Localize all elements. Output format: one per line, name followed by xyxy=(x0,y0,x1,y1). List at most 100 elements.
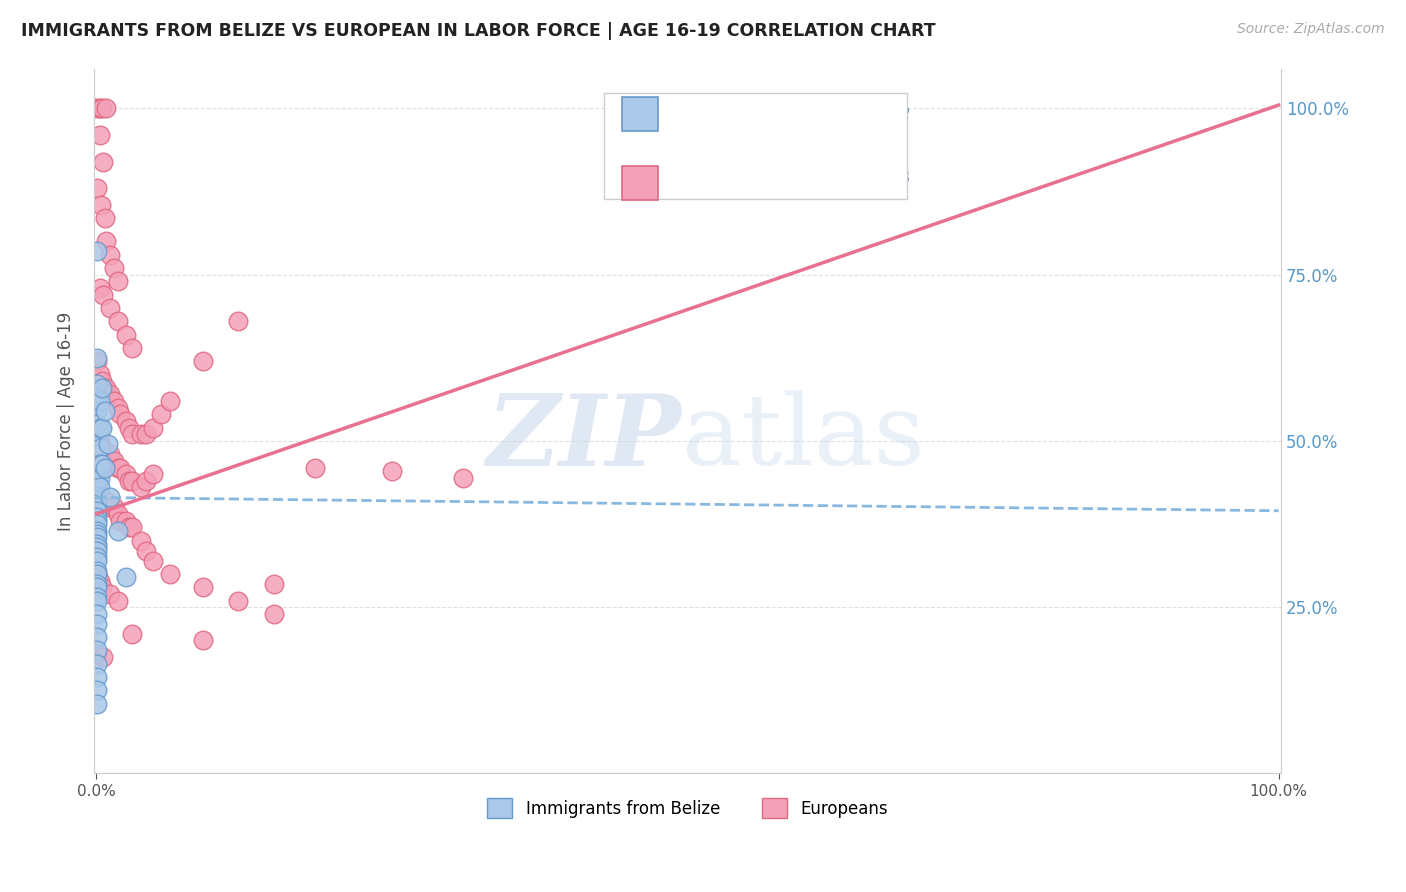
Point xyxy=(86,564,108,578)
Point xyxy=(86,607,108,621)
Text: 0.481: 0.481 xyxy=(741,169,799,187)
Point xyxy=(107,593,129,607)
Point xyxy=(191,580,214,594)
Point xyxy=(89,281,111,295)
Point xyxy=(89,420,111,434)
Point xyxy=(86,514,108,528)
Point xyxy=(159,566,181,581)
Point xyxy=(86,487,108,501)
Point xyxy=(86,470,108,484)
Point xyxy=(115,514,138,528)
Text: -0.010: -0.010 xyxy=(741,101,800,120)
Point xyxy=(97,437,120,451)
Point xyxy=(89,128,111,142)
Point xyxy=(86,487,108,501)
Point xyxy=(86,593,108,607)
Point xyxy=(93,287,115,301)
Point xyxy=(129,480,152,494)
Point xyxy=(86,244,108,259)
Point xyxy=(107,460,129,475)
Point xyxy=(86,683,108,698)
Point xyxy=(108,514,131,528)
Point xyxy=(93,154,115,169)
Point xyxy=(107,314,129,328)
Point xyxy=(86,474,108,488)
Bar xyxy=(623,166,658,200)
Point xyxy=(86,417,108,432)
Point xyxy=(108,407,131,421)
Point xyxy=(129,533,152,548)
Point xyxy=(191,354,214,368)
Point xyxy=(94,235,117,249)
Text: ZIP: ZIP xyxy=(486,391,682,487)
Point xyxy=(86,377,108,392)
Point xyxy=(93,211,115,226)
Point xyxy=(103,394,125,409)
Point xyxy=(100,587,122,601)
Point xyxy=(86,437,108,451)
Point xyxy=(86,493,108,508)
Point xyxy=(86,616,108,631)
Text: Source: ZipAtlas.com: Source: ZipAtlas.com xyxy=(1237,22,1385,37)
Point xyxy=(94,102,117,116)
Point xyxy=(263,577,285,591)
Point xyxy=(86,541,108,555)
Point xyxy=(89,368,111,382)
Point xyxy=(86,566,108,581)
Point xyxy=(86,500,108,515)
Point xyxy=(107,507,129,521)
Point xyxy=(90,198,112,212)
Point xyxy=(129,427,152,442)
Point xyxy=(86,566,108,581)
Point xyxy=(107,524,129,538)
Point xyxy=(86,470,108,484)
Point xyxy=(121,341,143,355)
Point xyxy=(86,431,108,445)
Point xyxy=(94,493,117,508)
Point xyxy=(91,441,114,455)
Point xyxy=(91,102,114,116)
Text: R =: R = xyxy=(675,101,706,120)
Point xyxy=(108,460,131,475)
Point xyxy=(86,517,108,532)
Point xyxy=(100,447,122,461)
Point xyxy=(93,404,115,418)
Point xyxy=(115,570,138,584)
Point xyxy=(86,643,108,657)
Text: 83: 83 xyxy=(887,169,910,187)
Point xyxy=(86,391,108,405)
Point xyxy=(100,387,122,401)
Point xyxy=(89,480,111,494)
Point xyxy=(86,580,108,594)
Point xyxy=(86,504,108,518)
Point xyxy=(86,577,108,591)
Text: N =: N = xyxy=(830,169,860,187)
Point xyxy=(121,474,143,488)
Point xyxy=(91,381,114,395)
Point xyxy=(121,427,143,442)
Point xyxy=(86,102,108,116)
Point xyxy=(107,274,129,288)
Point xyxy=(191,633,214,648)
Text: 65: 65 xyxy=(887,101,910,120)
Point xyxy=(86,457,108,471)
Point xyxy=(100,500,122,515)
Point xyxy=(107,401,129,415)
Point xyxy=(86,554,108,568)
Point xyxy=(118,474,141,488)
Point xyxy=(86,477,108,491)
Point xyxy=(86,670,108,684)
Point xyxy=(86,537,108,551)
Point xyxy=(115,467,138,482)
Point xyxy=(121,520,143,534)
Text: R =: R = xyxy=(675,169,706,187)
Point xyxy=(86,550,108,565)
Point xyxy=(142,420,165,434)
Point xyxy=(86,630,108,644)
Point xyxy=(89,102,111,116)
Point xyxy=(86,351,108,365)
Point xyxy=(86,543,108,558)
Point xyxy=(86,591,108,605)
Point xyxy=(89,487,111,501)
Point xyxy=(263,607,285,621)
